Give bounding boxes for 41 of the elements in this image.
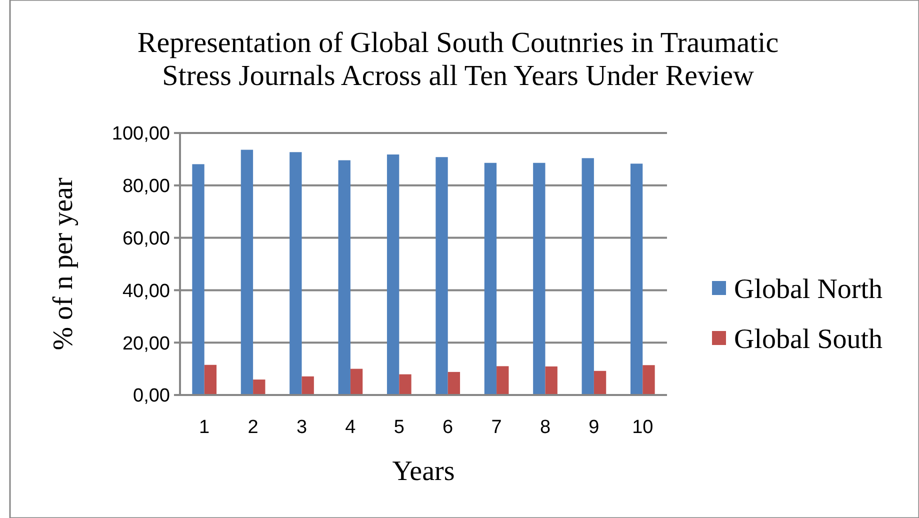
bar (350, 368, 363, 395)
bar (545, 366, 558, 395)
bar (192, 164, 204, 395)
bar (240, 150, 254, 395)
x-tick-label: 2 (248, 417, 258, 438)
x-tick-label: 1 (199, 417, 210, 438)
bar (448, 372, 460, 395)
y-tick-label: 0,00 (133, 386, 170, 407)
x-tick-label: 6 (442, 417, 454, 438)
bar (594, 370, 606, 395)
x-tick-label: 4 (345, 417, 356, 438)
y-tick-label: 100,00 (112, 124, 170, 145)
y-tick-label: 60,00 (122, 228, 170, 250)
bar (386, 154, 400, 395)
bar (302, 376, 314, 395)
chart-title: Representation of Global South Coutnries in Traumatic Stress Journals Across all Ten Years Under Review (137, 27, 779, 92)
bar (630, 164, 643, 395)
x-tick-label: 9 (588, 417, 600, 438)
x-tick-label: 8 (540, 417, 551, 438)
x-tick-label: 5 (394, 417, 404, 438)
x-tick-label: 3 (296, 417, 308, 438)
bar (399, 374, 412, 395)
x-axis-title: Years (392, 456, 455, 487)
x-tick-label: 10 (632, 417, 654, 438)
y-tick-label: 40,00 (122, 280, 170, 302)
bar (582, 158, 594, 395)
x-tick-label: 7 (491, 417, 502, 438)
y-axis-title: % of n per year (48, 177, 79, 350)
bar (253, 380, 266, 395)
bar (642, 365, 655, 395)
bar (290, 152, 302, 395)
bar (338, 160, 350, 395)
bar (436, 157, 448, 395)
y-tick-label: 80,00 (122, 176, 170, 198)
legend-label: Global South (734, 324, 883, 355)
legend-label: Global North (734, 274, 883, 305)
bar (533, 162, 546, 395)
bar (496, 366, 509, 395)
y-tick-label: 20,00 (122, 333, 170, 354)
bar (204, 364, 217, 395)
bar (484, 162, 497, 395)
